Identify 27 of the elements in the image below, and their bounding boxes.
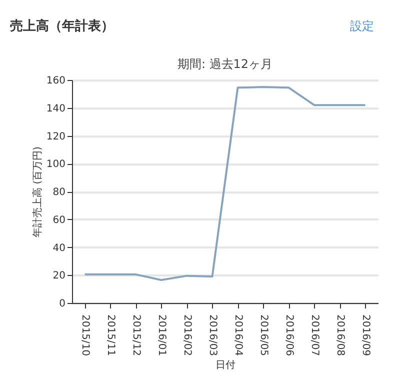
x-tick-label: 2016/09 bbox=[360, 314, 371, 356]
x-tick-label: 2015/10 bbox=[79, 314, 90, 356]
y-tick-label: 40 bbox=[52, 242, 66, 254]
x-axis-title: 日付 bbox=[216, 360, 236, 372]
x-tick-label: 2016/01 bbox=[156, 314, 167, 356]
x-tick-label: 2016/05 bbox=[258, 314, 269, 356]
y-tick-label: 160 bbox=[46, 76, 66, 86]
y-tick-label: 0 bbox=[59, 298, 66, 310]
y-tick-label: 60 bbox=[52, 214, 66, 226]
x-tick-label: 2015/11 bbox=[104, 314, 116, 356]
text: 設定 bbox=[350, 19, 374, 33]
y-tick-label: 80 bbox=[52, 187, 66, 198]
y-tick-label: 100 bbox=[46, 159, 66, 170]
y-tick-label: 140 bbox=[46, 103, 66, 114]
y-tick-label: 20 bbox=[52, 270, 66, 282]
y-axis-title: 年計売上高 (百万円) bbox=[31, 146, 44, 238]
y-tick-label: 120 bbox=[46, 131, 66, 142]
chart-subtitle: 期間: 過去12ヶ月 bbox=[177, 57, 273, 71]
x-tick-label: 2016/03 bbox=[206, 314, 218, 356]
line-series bbox=[84, 86, 366, 282]
x-tick-label: 2016/06 bbox=[283, 314, 294, 356]
chart-title: 売上高（年計表） bbox=[10, 18, 114, 34]
x-tick-label: 2016/08 bbox=[334, 314, 346, 356]
x-tick-label: 2016/02 bbox=[181, 314, 192, 356]
x-tick-label: 2015/12 bbox=[130, 314, 142, 356]
x-tick-label: 2016/04 bbox=[232, 314, 244, 356]
x-tick-label: 2016/07 bbox=[308, 314, 320, 356]
